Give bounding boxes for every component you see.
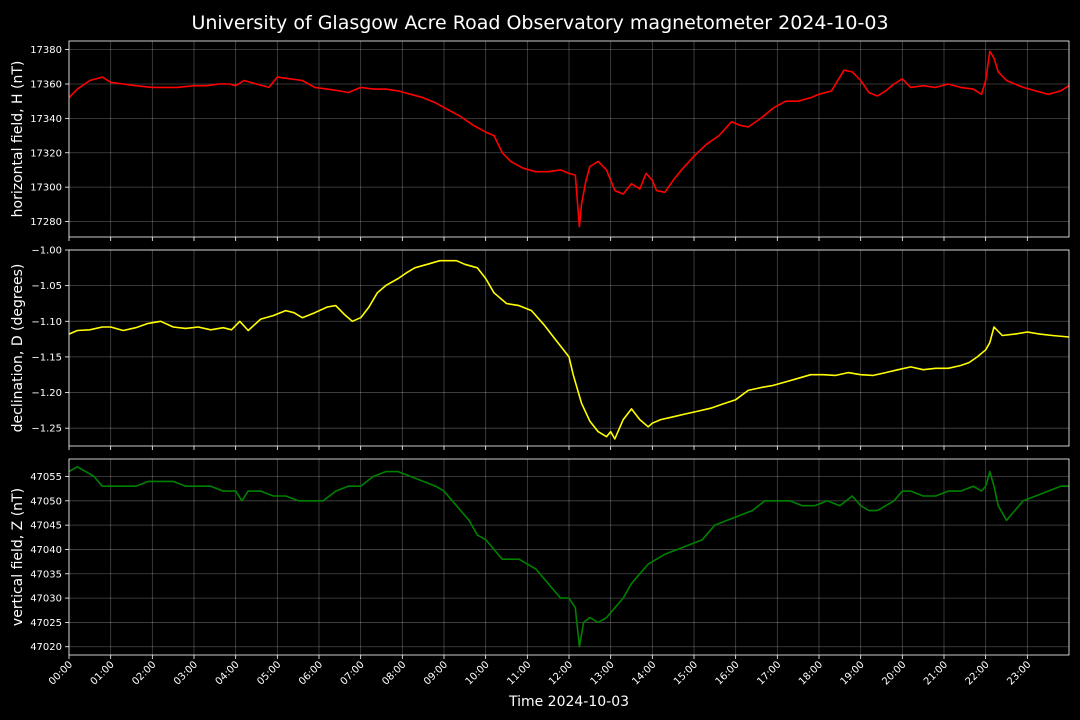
y-tick-label: 17360 bbox=[30, 79, 62, 90]
panel-0: 17280 17300 17320 17340 17360 17380 horizontal… bbox=[10, 40, 1070, 241]
y-tick-label: 47040 bbox=[30, 545, 62, 556]
y-tick-label: −1.10 bbox=[31, 317, 62, 328]
panel-2: 47020 47025 47030 47035 47040 47045 47050 47055… bbox=[10, 458, 1070, 659]
chart-panels: 17280 17300 17320 17340 17360 17380 horizontal… bbox=[10, 40, 1070, 659]
panel-frame bbox=[68, 40, 1070, 238]
x-axis-label: Time 2024-10-03 bbox=[508, 694, 629, 710]
y-tick-label: 47030 bbox=[30, 594, 62, 605]
y-axis-label: vertical field, Z (nT) bbox=[10, 488, 26, 626]
y-tick-label: 17320 bbox=[30, 148, 62, 159]
y-axis-label: declination, D (degrees) bbox=[10, 264, 26, 433]
panel-1: −1.25 −1.20 −1.15 −1.10 −1.05 −1.00 declinatio… bbox=[10, 246, 1070, 450]
y-tick-label: −1.20 bbox=[31, 388, 62, 399]
series-line-1 bbox=[69, 259, 1069, 440]
series-line-2 bbox=[69, 466, 1069, 648]
panel-frame bbox=[68, 458, 1070, 656]
y-tick-label: 47035 bbox=[30, 569, 62, 580]
panel-frame bbox=[68, 249, 1070, 447]
y-tick-label: 17300 bbox=[30, 183, 62, 194]
y-tick-label: 17380 bbox=[30, 45, 62, 56]
y-tick-label: 47045 bbox=[30, 521, 62, 532]
series-line-0 bbox=[69, 50, 1069, 228]
y-tick-label: −1.05 bbox=[31, 281, 62, 292]
y-tick-label: 17280 bbox=[30, 217, 62, 228]
y-tick-label: 47055 bbox=[30, 472, 62, 483]
y-tick-label: 17340 bbox=[30, 114, 62, 125]
y-tick-label: −1.15 bbox=[31, 352, 62, 363]
y-tick-label: −1.25 bbox=[31, 424, 62, 435]
y-tick-label: 47020 bbox=[30, 642, 62, 653]
y-tick-label: 47050 bbox=[30, 496, 62, 507]
y-axis-label: horizontal field, H (nT) bbox=[10, 61, 26, 218]
y-tick-label: −1.00 bbox=[31, 246, 62, 257]
chart-title: University of Glasgow Acre Road Observat… bbox=[191, 12, 888, 34]
y-tick-label: 47025 bbox=[30, 618, 62, 629]
